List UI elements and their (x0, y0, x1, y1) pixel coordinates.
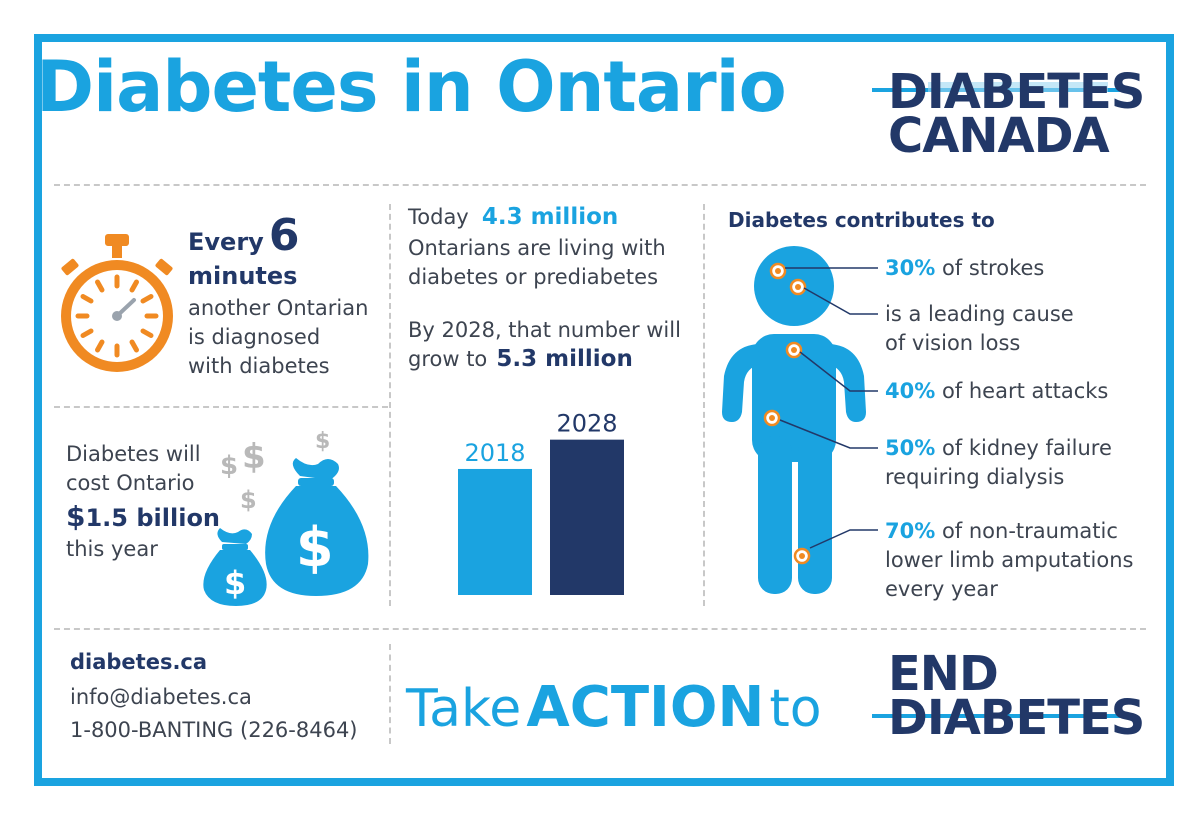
contributes-heading: Diabetes contributes to (728, 208, 995, 232)
callout-heart-pct: 40% (885, 379, 936, 403)
callout-connector-lines (779, 267, 878, 549)
logo-line-2: CANADA (888, 108, 1110, 164)
callout-amputation-text: of non-traumatic (941, 519, 1118, 543)
callout-kidney-pct: 50% (885, 436, 936, 460)
callout-heart: 40% of heart attacks (885, 377, 1108, 406)
today-line-4: By 2028, that number will (408, 318, 681, 342)
stopwatch-line-4: is diagnosed (188, 325, 321, 349)
today-line: Today 4.3 million (408, 204, 618, 230)
stopwatch-line-3: another Ontarian (188, 296, 369, 320)
callout-vision-line-1: is a leading cause (885, 302, 1074, 326)
future-number: 5.3 million (496, 346, 633, 372)
today-line-2: Ontarians are living with (408, 236, 666, 260)
phone-number: 1-800-BANTING (226-8464) (70, 718, 358, 742)
website-link[interactable]: diabetes.ca (70, 650, 208, 674)
logo-highlight (928, 82, 1108, 92)
human-figure-icon (722, 246, 866, 594)
cost-line-4: this year (66, 537, 158, 561)
every-six-minutes: Every 6 (188, 214, 300, 258)
tagline: Take ACTION to (406, 680, 822, 736)
bar-2018 (458, 468, 532, 595)
end-logo-line-1: END (888, 646, 999, 702)
svg-text:$: $ (240, 486, 257, 514)
cost-line-1: Diabetes will (66, 442, 201, 466)
callout-strokes-pct: 30% (885, 256, 936, 280)
infographic-frame (34, 34, 1174, 786)
bar-2028 (550, 439, 624, 595)
end-logo-line-2: DIABETES (888, 690, 1145, 746)
divider-vertical-2 (703, 204, 705, 606)
callout-amputation-line-3: every year (885, 577, 998, 601)
every-label: Every (188, 228, 264, 256)
email-link[interactable]: info@diabetes.ca (70, 685, 252, 709)
cost-line-2: cost Ontario (66, 471, 195, 495)
population-bar-chart: 2018 2028 (458, 410, 624, 595)
divider-vertical-1 (389, 204, 391, 606)
callout-amputation-pct: 70% (885, 519, 936, 543)
callout-amputation-line-2: lower limb amputations (885, 548, 1134, 572)
callout-strokes-text: of strokes (941, 256, 1045, 280)
divider-top (54, 184, 1146, 186)
callout-kidney-text: of kidney failure (941, 436, 1112, 460)
grow-to-label: grow to (408, 347, 488, 371)
today-label: Today (408, 205, 469, 229)
bar-label-2018: 2018 (464, 439, 525, 467)
money-bags-icon: $ $ $ $ $ $ (203, 429, 369, 606)
today-line-3: diabetes or prediabetes (408, 265, 659, 289)
today-line-5: grow to 5.3 million (408, 346, 633, 372)
svg-text:$: $ (220, 451, 238, 481)
bar-label-2028: 2028 (556, 410, 617, 438)
stopwatch-icon (61, 234, 173, 372)
tagline-action: ACTION (526, 675, 765, 740)
end-diabetes-logo: END DIABETES (872, 646, 1145, 746)
callout-strokes: 30% of strokes (885, 254, 1044, 283)
divider-left-mid (54, 406, 388, 408)
dollar-symbol: $ (66, 500, 86, 533)
today-number: 4.3 million (481, 204, 619, 230)
svg-text:$: $ (315, 429, 330, 454)
divider-bottom (54, 628, 1146, 630)
minutes-label: minutes (188, 262, 298, 290)
callout-amputation: 70% of non-traumatic (885, 517, 1118, 546)
tagline-take: Take (406, 679, 522, 739)
six-number: 6 (268, 210, 300, 261)
svg-text:$: $ (242, 437, 266, 477)
svg-text:$: $ (224, 564, 246, 602)
svg-text:$: $ (296, 516, 334, 579)
amount-value: 1.5 billion (85, 504, 221, 532)
end-logo-underline (872, 714, 1122, 718)
stopwatch-line-5: with diabetes (188, 354, 330, 378)
divider-vertical-3 (389, 644, 391, 744)
page-title: Diabetes in Ontario (36, 46, 787, 128)
logo-line-1: DIABETES (888, 64, 1145, 120)
diabetes-canada-logo: DIABETES CANADA (872, 68, 1145, 164)
callout-vision-line-2: of vision loss (885, 331, 1021, 355)
callout-kidney: 50% of kidney failure (885, 434, 1112, 463)
callout-heart-text: of heart attacks (941, 379, 1109, 403)
tagline-to: to (769, 679, 822, 739)
cost-amount: $1.5 billion (66, 500, 220, 533)
callout-kidney-line-2: requiring dialysis (885, 465, 1065, 489)
